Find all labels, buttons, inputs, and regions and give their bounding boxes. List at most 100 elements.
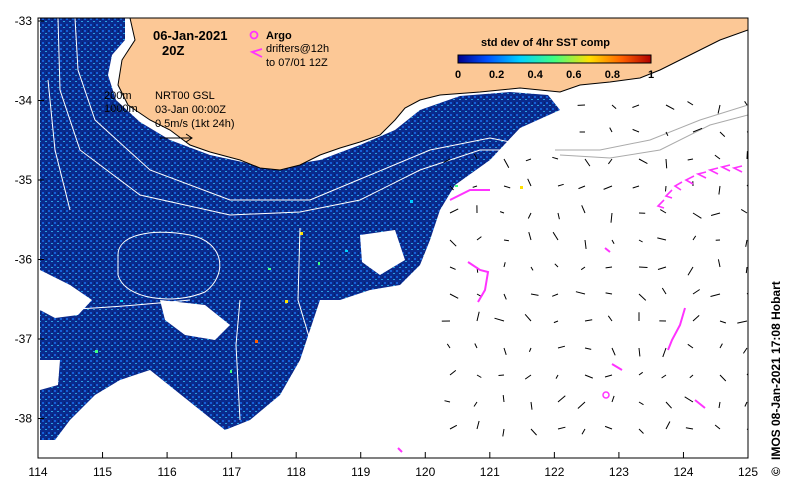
x-tick-label: 124 [673,465,693,479]
cloud-gap [360,230,405,275]
y-tick-label: -33 [15,14,33,28]
current-arrow [584,374,593,379]
x-tick-label: 117 [222,465,241,479]
current-arrow [632,104,640,108]
current-arrow [446,343,451,349]
current-arrow [717,259,721,268]
current-arrow [449,293,459,299]
current-arrow [638,371,643,376]
current-arrow [657,266,667,270]
current-arrow [717,104,721,114]
current-arrow [449,239,457,247]
x-tick-label: 116 [158,465,177,479]
argo-legend-label: Argo [266,30,292,42]
current-arrow [604,374,613,378]
y-tick-label: -36 [15,253,33,267]
colorbar-tick-label: 0.8 [605,69,620,81]
drifter-tracks [397,189,706,453]
current-arrow [665,104,675,110]
current-arrow [530,401,533,410]
current-arrow [687,266,694,276]
current-arrow [552,156,559,160]
current-arrow [685,427,694,430]
current-arrow [555,374,559,379]
current-arrow [611,395,615,403]
current-arrow [578,185,586,190]
colorbar-title: std dev of 4hr SST comp [481,37,610,49]
current-arrow [719,343,723,349]
cloud-gap [160,300,230,340]
current-arrow [710,293,721,297]
current-arrow [689,374,694,379]
current-arrow [530,293,539,296]
current-arrow [638,158,648,165]
source-line2: 03-Jan 00:00Z [155,104,226,116]
drifter-legend-icon [249,48,263,58]
current-arrow [553,320,559,324]
current-arrow [527,178,532,187]
current-arrow [530,428,537,436]
current-arrow [503,158,510,168]
drifter-legend-line1: drifters@12h [266,43,329,55]
drifter-track [467,261,490,303]
current-arrow [638,293,647,301]
current-arrow [584,239,587,249]
x-tick-label: 121 [480,465,500,479]
current-arrow [665,131,669,137]
drifter-legend-line2: to 07/01 12Z [266,57,328,69]
current-arrow [692,289,700,295]
current-arrow [638,428,644,434]
current-arrow [503,239,509,242]
current-arrow [474,343,478,349]
cloud-gap [40,360,60,390]
drifter-track [397,447,403,453]
current-arrow [499,211,505,214]
current-arrow [605,292,613,295]
current-arrow [503,347,507,355]
colorbar-tick-label: 1 [648,69,654,81]
axes: 114 115 116 117 118 119 120 121 122 123 124 125 -33 -… [15,14,759,479]
current-arrow [473,153,478,160]
current-arrow [476,293,482,297]
current-arrow [476,374,482,378]
argo-legend-icon [249,30,259,40]
y-tick-label: -34 [15,94,33,108]
current-arrow [527,212,532,219]
colorbar-tick-label: 0 [455,69,461,81]
current-arrow [449,370,457,376]
current-arrow [494,317,505,322]
current-arrow [503,262,506,268]
current-arrow [657,237,667,241]
colorbar-tick-label: 0.2 [489,69,504,81]
current-arrow [661,374,667,379]
x-tick-label: 123 [609,465,629,479]
track-line [555,104,748,151]
drifter-chevrons [656,164,743,209]
track-line [559,114,748,159]
current-arrow [503,185,511,189]
x-tick-label: 119 [351,465,370,479]
current-arrow [528,347,532,352]
current-arrow [638,266,648,268]
current-arrow [740,208,748,214]
current-vectors [441,101,748,437]
current-arrow [611,104,617,109]
scale-label: 0.5m/s (1kt 24h) [155,118,234,130]
x-tick-label: 118 [287,465,306,479]
current-arrow [472,185,478,188]
current-arrow [609,127,613,133]
current-arrow [524,313,532,322]
scale-arrow [160,133,193,143]
current-arrow [449,208,459,214]
current-arrow [742,347,748,354]
current-arrow [638,347,641,357]
current-arrow [692,235,697,241]
current-arrow [692,212,702,219]
current-arrow [476,311,480,322]
y-tick-label: -35 [15,173,33,187]
current-arrow [714,424,721,430]
current-arrow [684,396,694,403]
current-arrow [745,266,748,274]
current-arrow [746,372,748,376]
